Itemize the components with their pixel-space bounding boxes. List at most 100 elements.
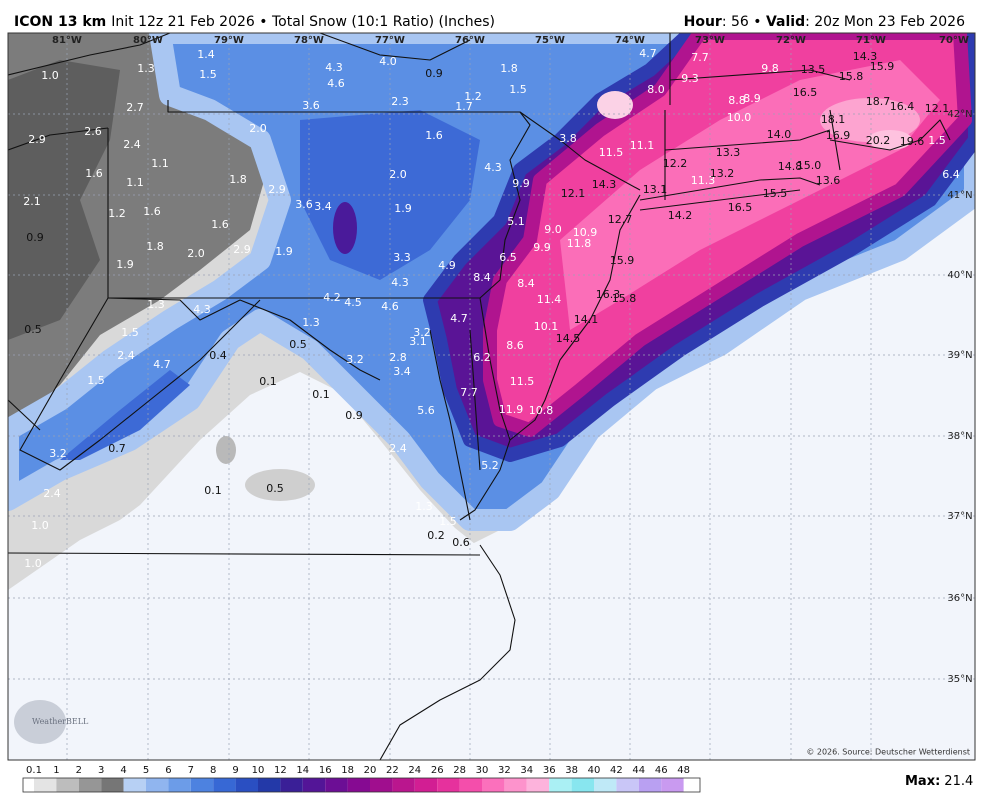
snow-amount: 0.5 bbox=[266, 482, 284, 495]
logo-text: WeatherBELL bbox=[32, 717, 89, 726]
snow-amount: 5.6 bbox=[417, 404, 435, 417]
legend-label: 12 bbox=[274, 765, 287, 776]
snow-amount: 2.7 bbox=[126, 101, 144, 114]
snow-amount: 3.1 bbox=[409, 335, 427, 348]
snow-amount: 18.7 bbox=[866, 95, 891, 108]
legend-label: 26 bbox=[431, 765, 444, 776]
legend-label: 22 bbox=[386, 765, 399, 776]
color-swatch bbox=[258, 778, 281, 792]
snow-amount: 1.6 bbox=[85, 167, 103, 180]
legend-label: 5 bbox=[143, 765, 149, 776]
snow-amount: 1.8 bbox=[146, 240, 164, 253]
snow-amount: 15.8 bbox=[839, 70, 864, 83]
snow-amount: 1.8 bbox=[229, 173, 247, 186]
snow-amount: 15.8 bbox=[612, 292, 637, 305]
snow-amount: 3.4 bbox=[393, 365, 411, 378]
snow-amount: 15.9 bbox=[610, 254, 635, 267]
snow-amount: 14.1 bbox=[574, 313, 599, 326]
snow-amount: 8.0 bbox=[647, 83, 665, 96]
color-swatch bbox=[280, 778, 303, 792]
snow-amount: 7.7 bbox=[691, 51, 709, 64]
color-swatch bbox=[78, 778, 102, 792]
color-swatch bbox=[459, 778, 482, 792]
color-swatch bbox=[370, 778, 393, 792]
snow-amount: 2.0 bbox=[389, 168, 407, 181]
snow-amount: 4.2 bbox=[323, 291, 341, 304]
map-frame bbox=[7, 32, 976, 761]
snow-amount: 1.3 bbox=[147, 298, 165, 311]
longitude-label: 70°W bbox=[939, 35, 969, 46]
snow-amount: 3.6 bbox=[295, 198, 313, 211]
longitude-label: 75°W bbox=[535, 35, 565, 46]
color-swatch bbox=[504, 778, 527, 792]
snow-amount: 6.4 bbox=[942, 168, 960, 181]
snow-amount: 5.2 bbox=[481, 459, 499, 472]
snow-amount: 16.5 bbox=[728, 201, 753, 214]
legend-label: 10 bbox=[252, 765, 265, 776]
snow-amount: 13.1 bbox=[643, 183, 668, 196]
snow-amount: 11.9 bbox=[499, 403, 524, 416]
color-legend: 0.1 1 2 3 4 5 6 7 8 9 10 12 14 16 18 20 22 24 26 28 30 32 34 36… bbox=[22, 765, 701, 793]
snow-amount: 1.0 bbox=[41, 69, 59, 82]
snow-amount: 1.3 bbox=[415, 500, 433, 513]
color-swatch bbox=[661, 778, 684, 792]
snow-amount: 3.2 bbox=[49, 447, 67, 460]
copyright: © 2026. Source: Deutscher Wetterdienst bbox=[806, 748, 970, 757]
hour-label: Hour bbox=[684, 14, 722, 30]
snow-amount: 1.3 bbox=[137, 62, 155, 75]
snow-amount: 4.0 bbox=[379, 55, 397, 68]
snow-amount: 16.4 bbox=[890, 100, 915, 113]
snow-amount: 19.6 bbox=[900, 135, 925, 148]
legend-label: 2 bbox=[76, 765, 82, 776]
snow-amount: 3.4 bbox=[314, 200, 332, 213]
snow-amount: 10.8 bbox=[529, 404, 554, 417]
logo: WeatherBELL bbox=[14, 700, 89, 744]
legend-label: 8 bbox=[210, 765, 216, 776]
snow-amount: 16.9 bbox=[826, 129, 851, 142]
snow-amount: 18.1 bbox=[821, 113, 846, 126]
legend-frame bbox=[22, 777, 701, 793]
snow-amount: 0.9 bbox=[425, 67, 443, 80]
snow-amount: 1.6 bbox=[211, 218, 229, 231]
snow-amount: 9.9 bbox=[533, 241, 551, 254]
snow-amount: 13.5 bbox=[801, 63, 826, 76]
snow-amount: 3.6 bbox=[302, 99, 320, 112]
snow-amount: 11.3 bbox=[691, 174, 716, 187]
snow-amount: 13.3 bbox=[716, 146, 741, 159]
color-swatch bbox=[594, 778, 617, 792]
snow-amount: 11.4 bbox=[537, 293, 562, 306]
borders bbox=[8, 33, 951, 760]
snow-amount: 4.3 bbox=[391, 276, 409, 289]
legend-label: 0.1 bbox=[26, 765, 42, 776]
longitude-label: 79°W bbox=[214, 35, 244, 46]
max-label: Max: bbox=[905, 774, 940, 789]
snow-amount: 0.5 bbox=[289, 338, 307, 351]
snow-amount: 11.1 bbox=[630, 139, 655, 152]
color-swatch bbox=[616, 778, 639, 792]
snow-amount: 4.7 bbox=[639, 47, 657, 60]
snow-amount: 8.4 bbox=[517, 277, 535, 290]
color-swatch bbox=[571, 778, 594, 792]
snow-amount: 4.3 bbox=[325, 61, 343, 74]
snow-amount: 4.5 bbox=[344, 296, 362, 309]
snow-amount: 1.0 bbox=[31, 519, 49, 532]
snow-labels: 1.01.31.41.54.3 4.04.60.9 1.81.51.21.73.6 2… bbox=[23, 47, 960, 570]
snow-amount: 16.3 bbox=[596, 288, 621, 301]
legend-label: 20 bbox=[364, 765, 377, 776]
longitude-labels: 81°W 80°W 79°W 78°W 77°W 76°W 75°W 74°W 73°W 72°W… bbox=[52, 35, 969, 46]
snow-amount: 1.6 bbox=[425, 129, 443, 142]
snow-amount: 2.3 bbox=[391, 95, 409, 108]
snow-amount: 14.3 bbox=[853, 50, 878, 63]
longitude-label: 74°W bbox=[615, 35, 645, 46]
longitude-label: 80°W bbox=[133, 35, 163, 46]
snow-amount: 1.2 bbox=[108, 207, 126, 220]
snow-amount: 12.7 bbox=[608, 213, 633, 226]
legend-label: 46 bbox=[655, 765, 668, 776]
latitude-label: 41°N bbox=[947, 190, 972, 201]
snow-amount: 20.2 bbox=[866, 134, 891, 147]
latitude-label: 37°N bbox=[947, 511, 972, 522]
legend-label: 6 bbox=[165, 765, 171, 776]
legend-label: 16 bbox=[319, 765, 332, 776]
longitude-label: 76°W bbox=[455, 35, 485, 46]
